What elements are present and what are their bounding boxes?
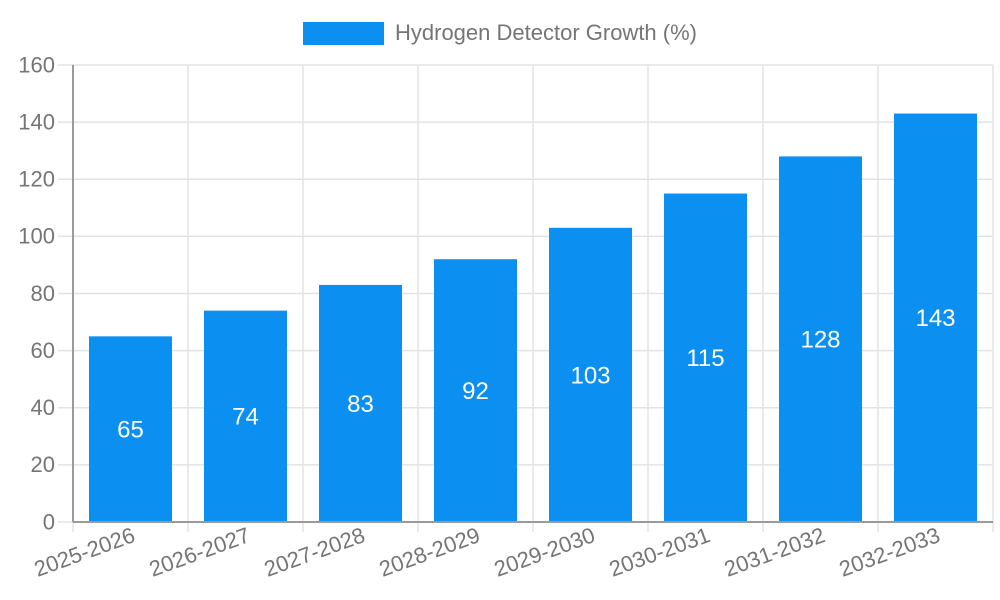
bar-value-label: 103 [570,362,610,389]
bar[interactable] [434,259,517,522]
bar-value-label: 83 [347,391,374,418]
x-tick-label: 2029-2030 [491,522,598,581]
x-tick-label: 2031-2032 [721,522,828,581]
x-tick-label: 2028-2029 [376,522,483,581]
y-tick-label: 20 [31,452,55,477]
x-tick-label: 2026-2027 [146,522,253,581]
y-tick-label: 80 [31,281,55,306]
bar[interactable] [779,156,862,522]
bar-value-label: 128 [800,327,840,354]
legend-label: Hydrogen Detector Growth (%) [395,20,697,45]
bar[interactable] [549,227,632,522]
y-tick-label: 120 [18,167,55,192]
y-tick-label: 0 [43,509,55,534]
bar-value-label: 143 [915,305,955,332]
bar[interactable] [89,336,172,522]
y-tick-label: 40 [31,395,55,420]
x-tick-label: 2032-2033 [836,522,943,581]
legend-swatch [303,21,384,45]
legend[interactable]: Hydrogen Detector Growth (%) [0,20,1000,46]
x-tick-label: 2027-2028 [261,522,368,581]
bar[interactable] [664,193,747,522]
bar-value-label: 65 [117,417,144,444]
x-tick-label: 2030-2031 [606,522,713,581]
y-tick-label: 60 [31,338,55,363]
y-tick-label: 160 [18,52,55,77]
bar[interactable] [319,284,402,522]
bar-value-label: 115 [686,345,724,372]
bar[interactable] [894,113,977,523]
bar-value-label: 74 [232,404,259,431]
bar[interactable] [204,310,287,522]
bar-value-label: 92 [462,378,489,405]
y-tick-label: 100 [18,224,55,249]
y-tick-label: 140 [18,109,55,134]
